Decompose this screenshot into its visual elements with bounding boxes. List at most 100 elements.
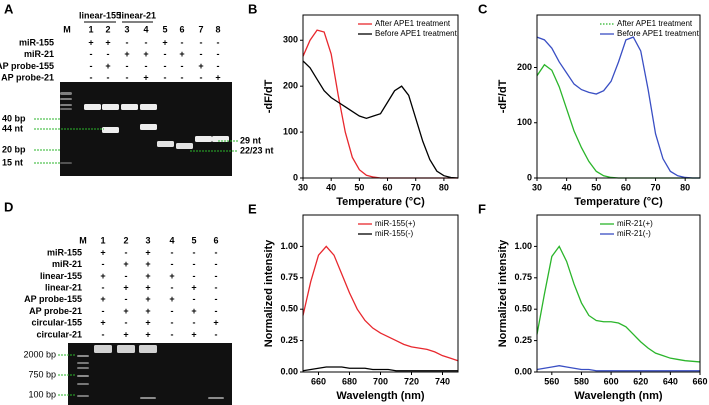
mark-sign: + — [123, 282, 128, 292]
plot-frame — [302, 214, 459, 373]
mark-sign: - — [215, 271, 218, 281]
mark-sign: - — [126, 61, 129, 71]
data-line — [536, 36, 700, 179]
gel-band — [77, 375, 89, 377]
row-label: AP probe-21 — [1, 72, 54, 82]
mark-sign: + — [145, 282, 150, 292]
gel-band — [140, 397, 156, 399]
mark-sign: - — [164, 72, 167, 82]
y-tick-label: 0 — [527, 172, 532, 182]
marker-label: 22/23 nt — [240, 145, 274, 155]
lane-label: 6 — [179, 24, 184, 34]
lane-label: 6 — [213, 235, 218, 245]
y-tick-label: 0 — [293, 172, 298, 182]
mark-sign: - — [107, 72, 110, 82]
row-label: AP probe-155 — [24, 294, 82, 304]
legend-label: miR-21(+) — [617, 219, 653, 228]
x-axis-title: Wavelength (nm) — [336, 390, 425, 402]
gel-band — [60, 108, 72, 110]
plot-frame — [302, 14, 459, 179]
panel-label: F — [478, 201, 486, 216]
row-label: miR-155 — [47, 247, 82, 257]
y-tick-label: 0.50 — [514, 304, 532, 314]
panel-label: E — [248, 201, 257, 216]
data-line — [302, 245, 459, 362]
y-axis-title: Normalized intensity — [497, 239, 509, 347]
mark-sign: - — [145, 61, 148, 71]
mark-sign: - — [217, 61, 220, 71]
panel-label: B — [248, 1, 257, 16]
mark-sign: + — [145, 294, 150, 304]
mark-sign: + — [124, 49, 129, 59]
gel-band — [102, 104, 119, 110]
mark-sign: - — [181, 37, 184, 47]
gel-band — [60, 92, 72, 95]
mark-sign: + — [169, 294, 174, 304]
mark-sign: + — [215, 72, 220, 82]
mark-sign: - — [217, 49, 220, 59]
lane-label: 2 — [105, 24, 110, 34]
data-line — [302, 29, 458, 179]
gel-band — [157, 141, 174, 147]
y-axis-title: -dF/dT — [497, 79, 509, 113]
mark-sign: + — [191, 282, 196, 292]
mark-sign: - — [164, 61, 167, 71]
mark-sign: + — [105, 37, 110, 47]
mark-sign: - — [107, 49, 110, 59]
row-label: AP probe-21 — [29, 306, 82, 316]
lane-label: 1 — [100, 235, 105, 245]
lane-label: 4 — [143, 24, 148, 34]
mark-sign: + — [105, 61, 110, 71]
x-tick-label: 80 — [680, 182, 690, 192]
gel-image — [68, 343, 232, 405]
data-line — [536, 63, 700, 179]
lane-label: 5 — [162, 24, 167, 34]
x-tick-label: 40 — [562, 182, 572, 192]
x-tick-label: 60 — [383, 182, 393, 192]
mark-sign: - — [171, 318, 174, 328]
gel-band — [212, 136, 229, 142]
lane-label: 8 — [215, 24, 220, 34]
gel-band — [139, 345, 157, 353]
marker-label: 29 nt — [240, 135, 261, 145]
mark-sign: - — [90, 49, 93, 59]
mark-sign: + — [145, 259, 150, 269]
plot-frame — [536, 214, 701, 373]
gel-band — [208, 397, 224, 399]
mark-sign: - — [215, 247, 218, 257]
mark-sign: + — [191, 306, 196, 316]
mark-sign: - — [193, 271, 196, 281]
panel-label: C — [478, 1, 488, 16]
y-tick-label: 0.75 — [514, 272, 532, 282]
x-tick-label: 740 — [435, 376, 450, 386]
y-tick-label: 0.25 — [514, 335, 532, 345]
mark-sign: + — [169, 271, 174, 281]
mark-sign: + — [145, 306, 150, 316]
legend-label: Before APE1 treatment — [617, 29, 700, 38]
y-tick-label: 200 — [283, 81, 298, 91]
mark-sign: - — [193, 294, 196, 304]
mark-sign: + — [100, 247, 105, 257]
lane-label: M — [79, 235, 87, 245]
mark-sign: - — [217, 37, 220, 47]
gel-band — [140, 104, 157, 110]
x-axis-title: Temperature (°C) — [574, 196, 663, 208]
gel-band — [117, 345, 135, 353]
mark-sign: + — [145, 271, 150, 281]
x-axis-title: Wavelength (nm) — [574, 390, 663, 402]
lane-label: 3 — [145, 235, 150, 245]
mark-sign: - — [126, 37, 129, 47]
gel-band — [77, 362, 89, 364]
mark-sign: + — [145, 318, 150, 328]
mark-sign: + — [100, 294, 105, 304]
legend-label: miR-155(+) — [375, 219, 416, 228]
mark-sign: + — [123, 306, 128, 316]
x-tick-label: 680 — [342, 376, 357, 386]
mark-sign: - — [200, 49, 203, 59]
legend-label: Before APE1 treatment — [375, 29, 458, 38]
x-tick-label: 70 — [411, 182, 421, 192]
mark-sign: + — [213, 318, 218, 328]
y-tick-label: 100 — [283, 126, 298, 136]
x-axis-title: Temperature (°C) — [336, 196, 425, 208]
x-tick-label: 70 — [651, 182, 661, 192]
